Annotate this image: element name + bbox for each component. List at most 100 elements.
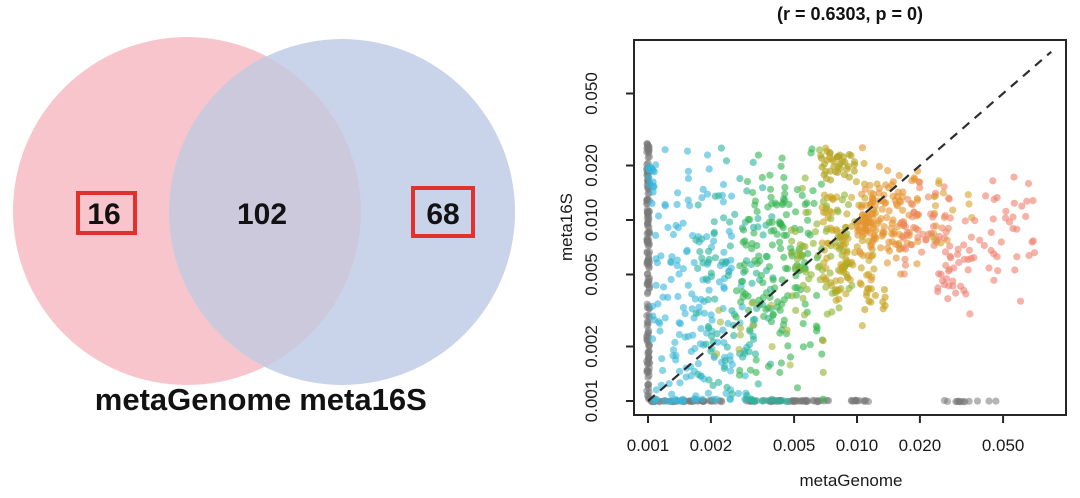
- scatter-point: [673, 262, 681, 270]
- scatter-point: [901, 255, 909, 263]
- scatter-point: [924, 193, 932, 201]
- scatter-point: [801, 300, 809, 308]
- scatter-point: [694, 264, 702, 272]
- scatter-point: [899, 206, 907, 214]
- scatter-point: [778, 154, 786, 162]
- scatter-point: [965, 200, 973, 208]
- scatter-point: [710, 237, 718, 245]
- scatter-point: [649, 335, 657, 343]
- scatter-point: [720, 248, 728, 256]
- scatter-point: [767, 301, 775, 309]
- scatter-point: [776, 368, 784, 377]
- scatter-point: [754, 214, 762, 223]
- scatter-point: [916, 184, 924, 192]
- scatter-point: [787, 226, 795, 234]
- scatter-point: [644, 360, 652, 368]
- x-axis: 0.001 0.002 0.005 0.010 0.020 0.050: [627, 416, 1024, 455]
- point-cluster-olive-outliers: [713, 299, 794, 369]
- scatter-point: [645, 144, 653, 152]
- scatter-point: [748, 279, 756, 287]
- plot-border: [633, 39, 1067, 416]
- point-cluster-salmon-right: [980, 173, 1039, 305]
- scatter-point: [748, 245, 756, 253]
- scatter-point: [779, 224, 787, 232]
- scatter-point: [804, 216, 812, 224]
- scatter-point: [687, 347, 695, 356]
- scatter-point: [862, 396, 870, 405]
- scatter-point: [865, 285, 873, 293]
- right-count-highlight-box: [411, 186, 475, 238]
- scatter-point: [643, 196, 651, 204]
- scatter-point: [716, 318, 724, 326]
- point-cluster-gold-low-blob: [861, 285, 889, 314]
- scatter-point: [829, 194, 837, 202]
- scatter-point: [801, 200, 809, 208]
- scatter-point: [932, 189, 940, 197]
- scatter-point: [684, 167, 692, 175]
- scatter-point: [683, 147, 692, 155]
- scatter-point: [694, 360, 702, 368]
- scatter-point: [731, 210, 739, 218]
- scatter-point: [814, 251, 822, 260]
- scatter-point: [1010, 199, 1018, 207]
- left-set-label: metaGenome: [95, 382, 291, 417]
- scatter-point: [692, 309, 700, 317]
- scatter-point: [675, 367, 684, 375]
- scatter-point: [939, 277, 947, 285]
- scatter-point: [777, 245, 785, 253]
- scatter-point: [929, 222, 938, 230]
- scatter-point: [688, 290, 696, 298]
- scatter-point: [698, 235, 706, 243]
- scatter-point: [735, 345, 743, 354]
- scatter-point: [696, 248, 704, 256]
- scatter-point: [918, 248, 926, 256]
- scatter-point: [661, 200, 669, 208]
- scatter-point: [714, 192, 722, 200]
- scatter-point: [682, 373, 690, 381]
- scatter-point: [643, 368, 651, 377]
- scatter-point: [778, 276, 786, 284]
- x-axis-tick-label: 0.001: [627, 436, 670, 455]
- scatter-point: [650, 397, 658, 405]
- scatter-point: [776, 238, 784, 246]
- scatter-point: [719, 180, 728, 189]
- scatter-point: [692, 236, 700, 244]
- scatter-point: [916, 178, 924, 186]
- scatter-point: [645, 388, 653, 396]
- scatter-point: [799, 343, 807, 351]
- scatter-point: [940, 183, 948, 191]
- scatter-point: [944, 295, 952, 303]
- scatter-point: [858, 144, 867, 152]
- scatter-point: [728, 390, 736, 398]
- scatter-point: [741, 372, 749, 380]
- scatter-point: [699, 185, 707, 193]
- scatter-point: [950, 264, 958, 272]
- scatter-point: [997, 238, 1005, 246]
- scatter-point: [698, 254, 706, 262]
- scatter-point: [1025, 251, 1033, 260]
- scatter-point: [719, 198, 727, 206]
- scatter-point: [644, 228, 652, 236]
- scatter-point: [668, 253, 676, 261]
- scatter-point: [882, 181, 890, 189]
- scatter-point: [652, 386, 660, 394]
- scatter-point: [726, 242, 734, 250]
- scatter-point: [705, 376, 713, 384]
- y-axis-tick-label: 0.020: [582, 144, 601, 187]
- scatter-point: [780, 195, 788, 203]
- scatter-point: [753, 207, 761, 216]
- scatter-point: [993, 253, 1001, 261]
- scatter-point: [710, 218, 718, 226]
- scatter-point: [850, 167, 858, 175]
- scatter-point: [1018, 202, 1026, 210]
- scatter-point: [767, 227, 775, 235]
- scatter-point: [909, 201, 917, 209]
- scatter-point: [752, 368, 760, 376]
- scatter-point: [823, 239, 831, 247]
- scatter-point: [754, 151, 762, 159]
- scatter-point: [673, 397, 681, 405]
- scatter-point: [840, 171, 849, 179]
- scatter-point: [787, 249, 795, 257]
- scatter-point: [960, 255, 968, 263]
- scatter-point: [866, 181, 874, 189]
